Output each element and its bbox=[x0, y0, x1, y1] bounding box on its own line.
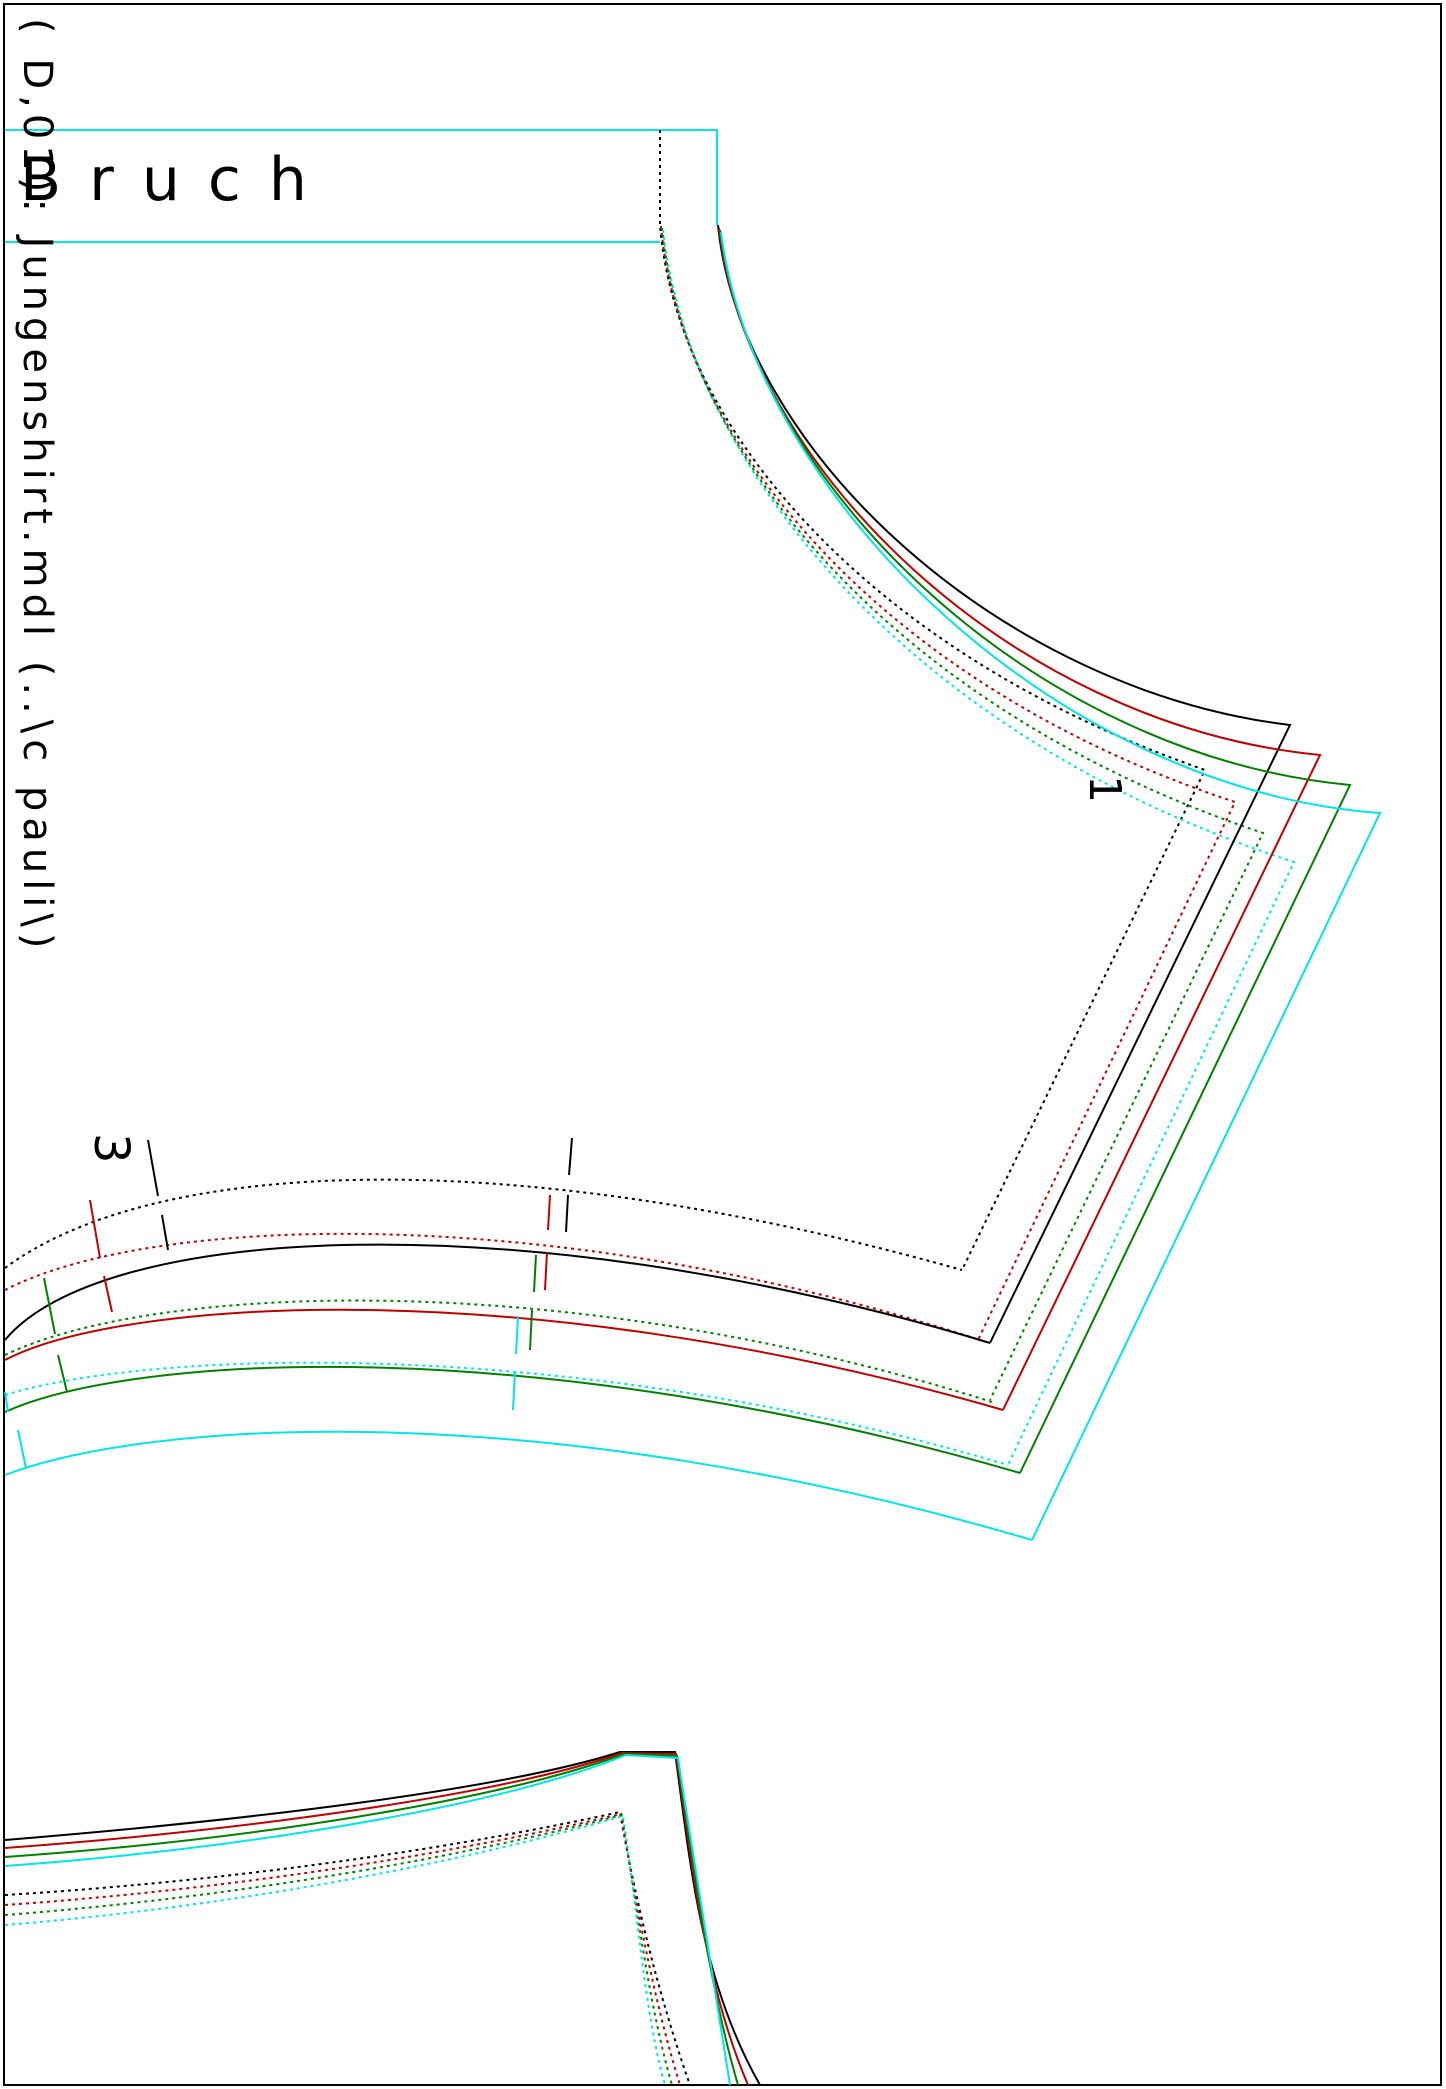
notch-green-left-2 bbox=[57, 1354, 68, 1393]
notch-red-mid-1 bbox=[547, 1194, 551, 1231]
file-label: ( D,01): Jungenshirt.mdl (..\c pauli\) bbox=[14, 18, 60, 955]
armhole-seam-green bbox=[4, 1299, 993, 1403]
piece-number-1: 1 bbox=[1079, 775, 1130, 803]
notch-green-mid-1 bbox=[533, 1254, 537, 1293]
cut-line-black bbox=[717, 224, 1292, 1344]
notch-red-mid-2 bbox=[544, 1251, 548, 1291]
notch-black-left-1 bbox=[147, 1139, 159, 1197]
notch-cyan-left-2 bbox=[17, 1429, 27, 1469]
cut-line-red bbox=[718, 227, 1322, 1411]
fold-strip-outline bbox=[5, 129, 718, 225]
notch-black-mid-2 bbox=[565, 1194, 569, 1233]
notch-red-left-2 bbox=[103, 1275, 113, 1313]
fold-strip: Bruch bbox=[5, 129, 718, 243]
lower-seam-red bbox=[4, 1812, 681, 2086]
lower-cut-green bbox=[4, 1752, 739, 2086]
notch-green-mid-2 bbox=[529, 1309, 533, 1351]
armhole-cut-cyan bbox=[4, 1430, 1033, 1541]
seam-line-black bbox=[659, 130, 1207, 1271]
armhole-seam-red bbox=[4, 1232, 981, 1341]
notch-green-left-1 bbox=[43, 1277, 56, 1335]
cut-line-green bbox=[719, 229, 1352, 1474]
notch-black-left-2 bbox=[161, 1214, 169, 1251]
seam-line-red bbox=[660, 225, 1237, 1341]
armhole-cut-green bbox=[4, 1365, 1021, 1474]
sheet-border bbox=[3, 3, 1442, 2086]
armhole-cut-black bbox=[4, 1243, 991, 1344]
armhole-cut-red bbox=[4, 1308, 1004, 1411]
armhole-piece: 3 bbox=[4, 1133, 1033, 1541]
fold-label: Bruch bbox=[20, 145, 335, 215]
notch-cyan-mid-1 bbox=[515, 1315, 519, 1355]
seam-line-cyan bbox=[662, 229, 1296, 1466]
armhole-seam-cyan bbox=[4, 1361, 1009, 1466]
lower-cut-cyan bbox=[4, 1753, 731, 2086]
piece-number-3: 3 bbox=[83, 1133, 139, 1164]
cut-line-cyan bbox=[720, 231, 1382, 1541]
armhole-seam-black bbox=[4, 1178, 963, 1271]
notch-black-mid-1 bbox=[568, 1137, 573, 1176]
lower-piece bbox=[4, 1751, 761, 2086]
notch-red-left-1 bbox=[89, 1199, 101, 1259]
seam-line-green bbox=[661, 227, 1265, 1401]
notch-cyan-left-1 bbox=[4, 1391, 9, 1413]
notch-cyan-mid-2 bbox=[512, 1371, 516, 1411]
lower-seam-cyan bbox=[4, 1814, 666, 2086]
lower-cut-red bbox=[4, 1751, 749, 2086]
lower-cut-black bbox=[4, 1751, 761, 2086]
neckline-piece: 1 bbox=[659, 130, 1382, 1541]
lower-seam-green bbox=[4, 1813, 673, 2086]
lower-seam-black bbox=[4, 1810, 691, 2086]
